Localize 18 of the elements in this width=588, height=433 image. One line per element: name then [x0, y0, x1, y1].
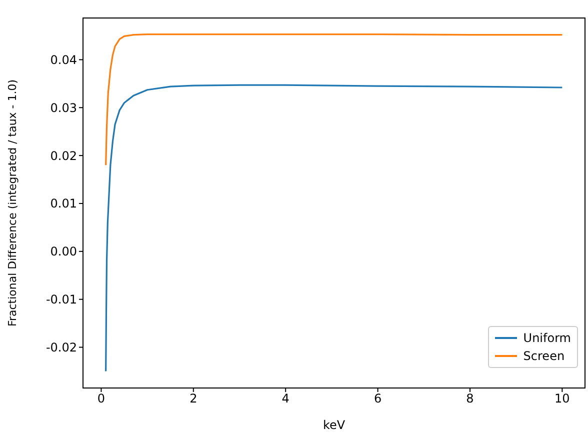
x-tick-label: 8 [466, 392, 474, 406]
x-axis-title: keV [322, 418, 346, 432]
legend-label: Uniform [523, 330, 571, 347]
x-tick-label: 10 [554, 392, 570, 406]
x-tick-label: 0 [97, 392, 106, 406]
y-tick-label: 0.00 [50, 244, 77, 259]
y-axis-title: Fractional Difference (integrated / taux - 1.0) [6, 79, 19, 327]
x-tick-label: 6 [374, 392, 382, 406]
y-tick-label: -0.01 [46, 292, 77, 307]
y-tick-label: 0.03 [50, 100, 77, 115]
y-tick-label: 0.01 [50, 196, 77, 211]
y-tick-label: 0.04 [50, 52, 77, 67]
legend-label: Screen [523, 348, 565, 365]
y-tick-label: -0.02 [46, 340, 77, 355]
x-tick-label: 2 [190, 392, 198, 406]
y-tick-label: 0.02 [50, 148, 77, 163]
line-series [105, 33, 563, 166]
x-tick-label: 4 [282, 392, 290, 406]
